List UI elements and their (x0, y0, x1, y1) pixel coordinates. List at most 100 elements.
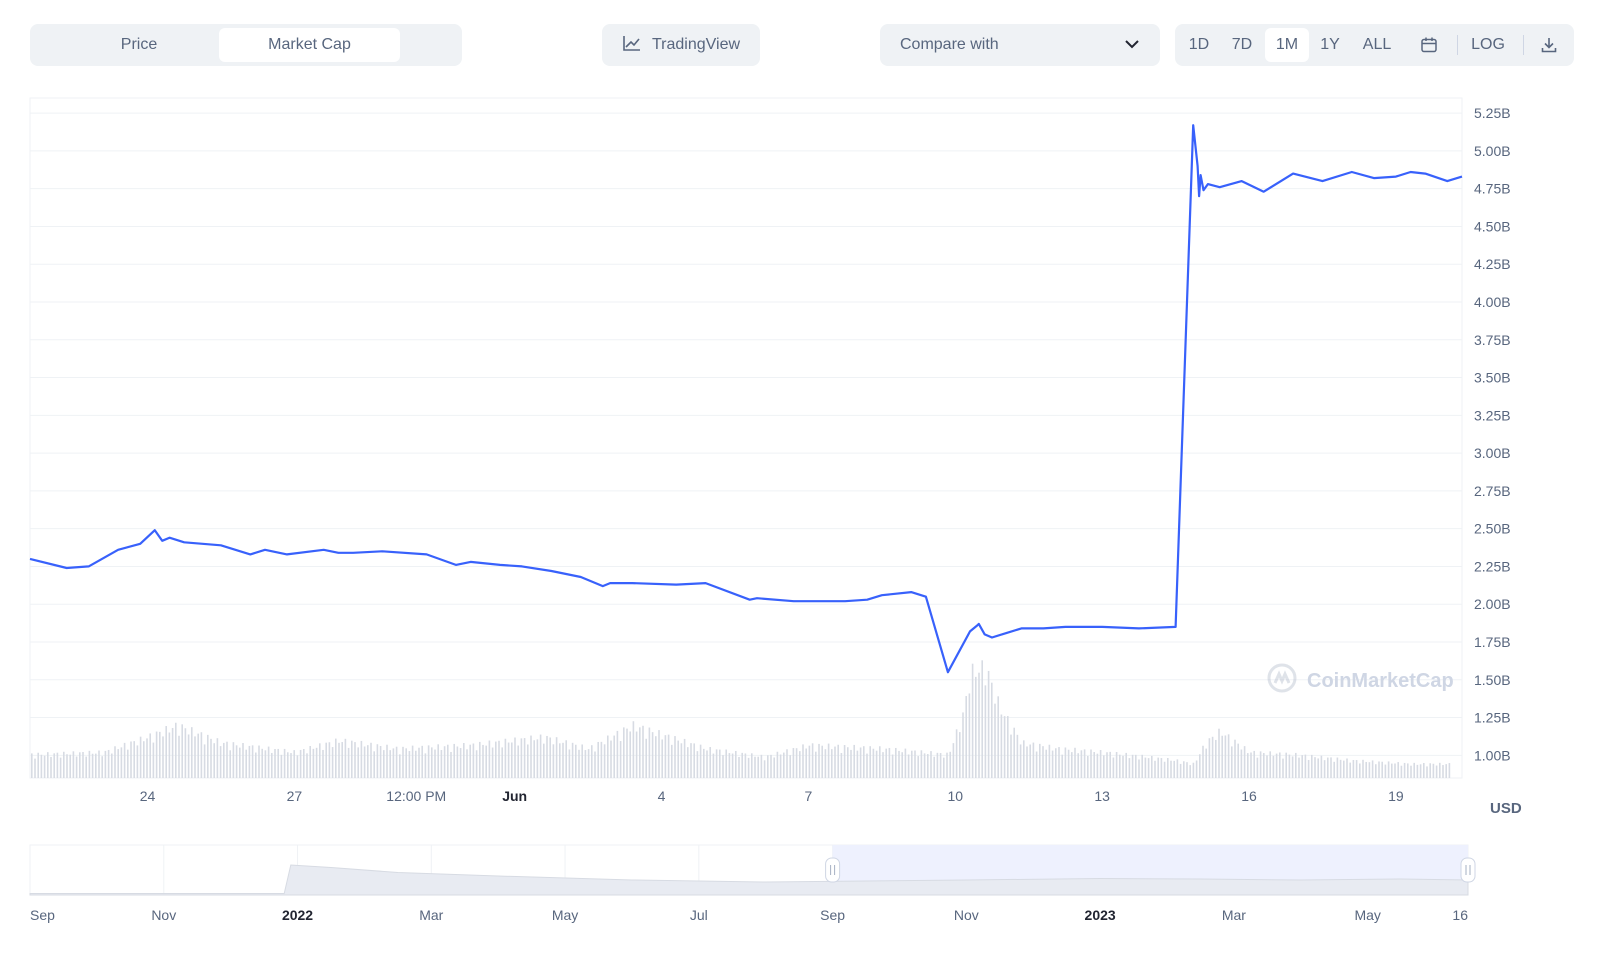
volume-bar (754, 756, 756, 778)
volume-bar (1352, 759, 1355, 778)
volume-bar (1330, 757, 1332, 778)
volume-bar (47, 752, 49, 778)
volume-bar (875, 750, 878, 778)
x-tick-label: 4 (658, 788, 666, 804)
volume-bar (530, 735, 532, 778)
volume-bar (194, 736, 196, 778)
navigator-handle-knob[interactable] (825, 857, 841, 883)
volume-bar (1039, 743, 1041, 778)
volume-bar (162, 736, 164, 778)
volume-bar (1061, 754, 1063, 778)
volume-bar (507, 742, 510, 778)
y-tick-label: 1.00B (1474, 747, 1511, 763)
volume-bar (891, 754, 894, 778)
volume-bar (181, 724, 183, 778)
volume-bar (907, 754, 910, 778)
volume-bar (1147, 758, 1150, 778)
volume-bar (136, 745, 139, 778)
volume-bar (587, 749, 590, 778)
volume-bar (1247, 753, 1249, 778)
volume-bar (1083, 749, 1086, 778)
chart-type-toggle: Price Market Cap (30, 24, 462, 66)
volume-bar (1362, 759, 1364, 778)
volume-bar (978, 672, 980, 778)
volume-bar (1151, 755, 1153, 778)
volume-bar (1099, 749, 1102, 778)
volume-bar (309, 746, 311, 778)
volume-bar (1378, 761, 1380, 778)
navigator[interactable]: Sep Nov 2022 Mar May Jul Sep Nov 2023 Mar May 16 (29, 844, 1476, 923)
compare-label: Compare with (900, 36, 999, 53)
volume-bar (1003, 716, 1006, 778)
tab-price[interactable]: Price (120, 36, 158, 53)
volume-bar (827, 743, 830, 778)
volume-bar (776, 751, 779, 778)
navigator-label: 2022 (282, 907, 313, 923)
volume-bar (463, 743, 465, 778)
volume-bar (472, 743, 475, 778)
range-7d[interactable]: 7D (1231, 36, 1253, 53)
volume-bar (805, 748, 807, 778)
volume-bar (1432, 763, 1435, 778)
volume-bar (1119, 754, 1121, 778)
calendar-button[interactable] (1411, 28, 1447, 62)
volume-bar (171, 727, 174, 778)
volume-bar (1080, 750, 1083, 778)
volume-bar (619, 741, 622, 778)
volume-bar (968, 693, 971, 778)
volume-bar (223, 742, 225, 778)
volume-bar (1298, 757, 1300, 778)
navigator-selection[interactable] (832, 845, 1468, 895)
volume-bar (952, 743, 955, 778)
navigator-label: Nov (954, 907, 979, 923)
volume-bar (1307, 759, 1310, 778)
y-tick-label: 3.75B (1474, 332, 1511, 348)
navigator-handle[interactable] (1460, 857, 1476, 883)
volume-bar (1051, 750, 1054, 778)
volume-bar (895, 747, 897, 778)
volume-bar (751, 753, 753, 778)
volume-bar (216, 738, 219, 778)
volume-bar (821, 745, 823, 778)
volume-bar (738, 756, 740, 778)
volume-bar (923, 753, 926, 778)
volume-bar (747, 757, 750, 778)
range-1m[interactable]: 1M (1265, 28, 1309, 62)
volume-bar (440, 750, 443, 778)
volume-bar (1115, 751, 1118, 778)
range-1y[interactable]: 1Y (1320, 36, 1340, 53)
volume-bar (303, 749, 305, 778)
range-all[interactable]: ALL (1362, 36, 1392, 53)
navigator-handle[interactable] (825, 857, 841, 883)
volume-bar (735, 750, 737, 778)
navigator-handle-knob[interactable] (1460, 857, 1476, 883)
volume-bar (591, 745, 593, 778)
range-1d[interactable]: 1D (1188, 36, 1210, 53)
volume-bar (901, 752, 903, 778)
y-tick-label: 2.75B (1474, 483, 1511, 499)
volume-bar (1368, 762, 1371, 778)
volume-bar (760, 754, 763, 778)
volume-bar (178, 735, 180, 778)
volume-bar (792, 748, 795, 778)
volume-bar (1416, 764, 1419, 778)
volume-bar (91, 753, 94, 778)
download-button[interactable] (1531, 28, 1567, 62)
navigator-frame (29, 844, 1469, 896)
log-toggle[interactable]: LOG (1471, 36, 1505, 53)
volume-bar (571, 742, 574, 778)
volume-bar (632, 721, 635, 778)
volume-bar (863, 746, 865, 778)
volume-bar (469, 744, 471, 778)
volume-bar (584, 750, 587, 778)
tab-market-cap[interactable]: Market Cap (219, 28, 400, 62)
volume-bar (511, 742, 513, 778)
watermark: CoinMarketCap (1267, 663, 1454, 693)
compare-with-dropdown[interactable]: Compare with (880, 24, 1160, 66)
volume-bar (107, 749, 110, 778)
volume-bar (1317, 758, 1319, 778)
volume-bar (677, 740, 679, 778)
volume-bar (1435, 765, 1438, 778)
tradingview-button[interactable]: TradingView (602, 24, 760, 66)
volume-bar (1224, 735, 1227, 778)
